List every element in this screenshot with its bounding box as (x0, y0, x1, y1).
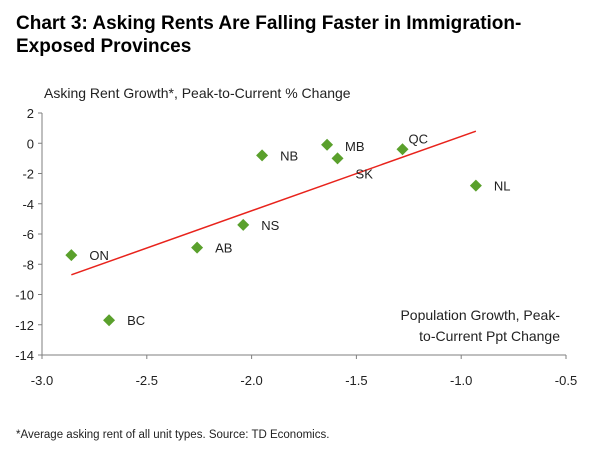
x-axis-title-line: to-Current Ppt Change (419, 328, 560, 344)
x-axis-title-line: Population Growth, Peak- (400, 307, 560, 323)
point-label-nb: NB (280, 148, 298, 163)
data-point-ns (237, 218, 250, 231)
data-point-qc (396, 143, 409, 156)
data-point-nb (256, 149, 269, 162)
y-axis-label: Asking Rent Growth*, Peak-to-Current % C… (44, 85, 351, 101)
point-label-on: ON (89, 248, 109, 263)
data-point-bc (103, 314, 116, 327)
data-point-mb (321, 138, 334, 151)
y-tick-label: -12 (15, 318, 34, 333)
point-label-bc: BC (127, 313, 145, 328)
x-tick-label: -1.0 (450, 373, 472, 388)
trendline (71, 130, 477, 276)
chart-title: Chart 3: Asking Rents Are Falling Faster… (16, 13, 522, 57)
axes: 2 0 -2 -4 -6 -8 -10 -12 -14 -3.0 -2.5 -2.0 -1.5 -1.0 -… (15, 106, 577, 388)
footnote: *Average asking rent of all unit types. … (16, 429, 330, 441)
y-tick-label: -6 (22, 227, 34, 242)
point-label-mb: MB (345, 139, 365, 154)
point-label-nl: NL (494, 179, 511, 194)
data-point-nl (469, 179, 482, 192)
data-point-sk (331, 152, 344, 165)
data-point-ab (191, 241, 204, 254)
x-tick-label: -3.0 (31, 373, 53, 388)
y-tick-label: -14 (15, 348, 34, 363)
x-axis-title: Population Growth, Peak-to-Current Ppt C… (400, 307, 560, 344)
y-tick-label: -8 (22, 257, 34, 272)
trendline-group (71, 130, 477, 276)
point-label-sk: SK (356, 166, 374, 181)
points-group: ON BC AB NS NB MB SK QC NL (65, 131, 510, 328)
point-label-ns: NS (261, 218, 279, 233)
x-tick-label: -1.5 (345, 373, 367, 388)
point-label-qc: QC (409, 131, 429, 146)
y-tick-label: -4 (22, 197, 34, 212)
data-point-on (65, 249, 78, 262)
y-tick-label: -10 (15, 288, 34, 303)
y-tick-label: 0 (27, 136, 34, 151)
y-tick-label: 2 (27, 106, 34, 121)
x-tick-label: -2.5 (136, 373, 158, 388)
x-tick-label: -0.5 (555, 373, 577, 388)
y-tick-label: -2 (22, 167, 34, 182)
point-label-ab: AB (215, 241, 232, 256)
x-tick-label: -2.0 (240, 373, 262, 388)
